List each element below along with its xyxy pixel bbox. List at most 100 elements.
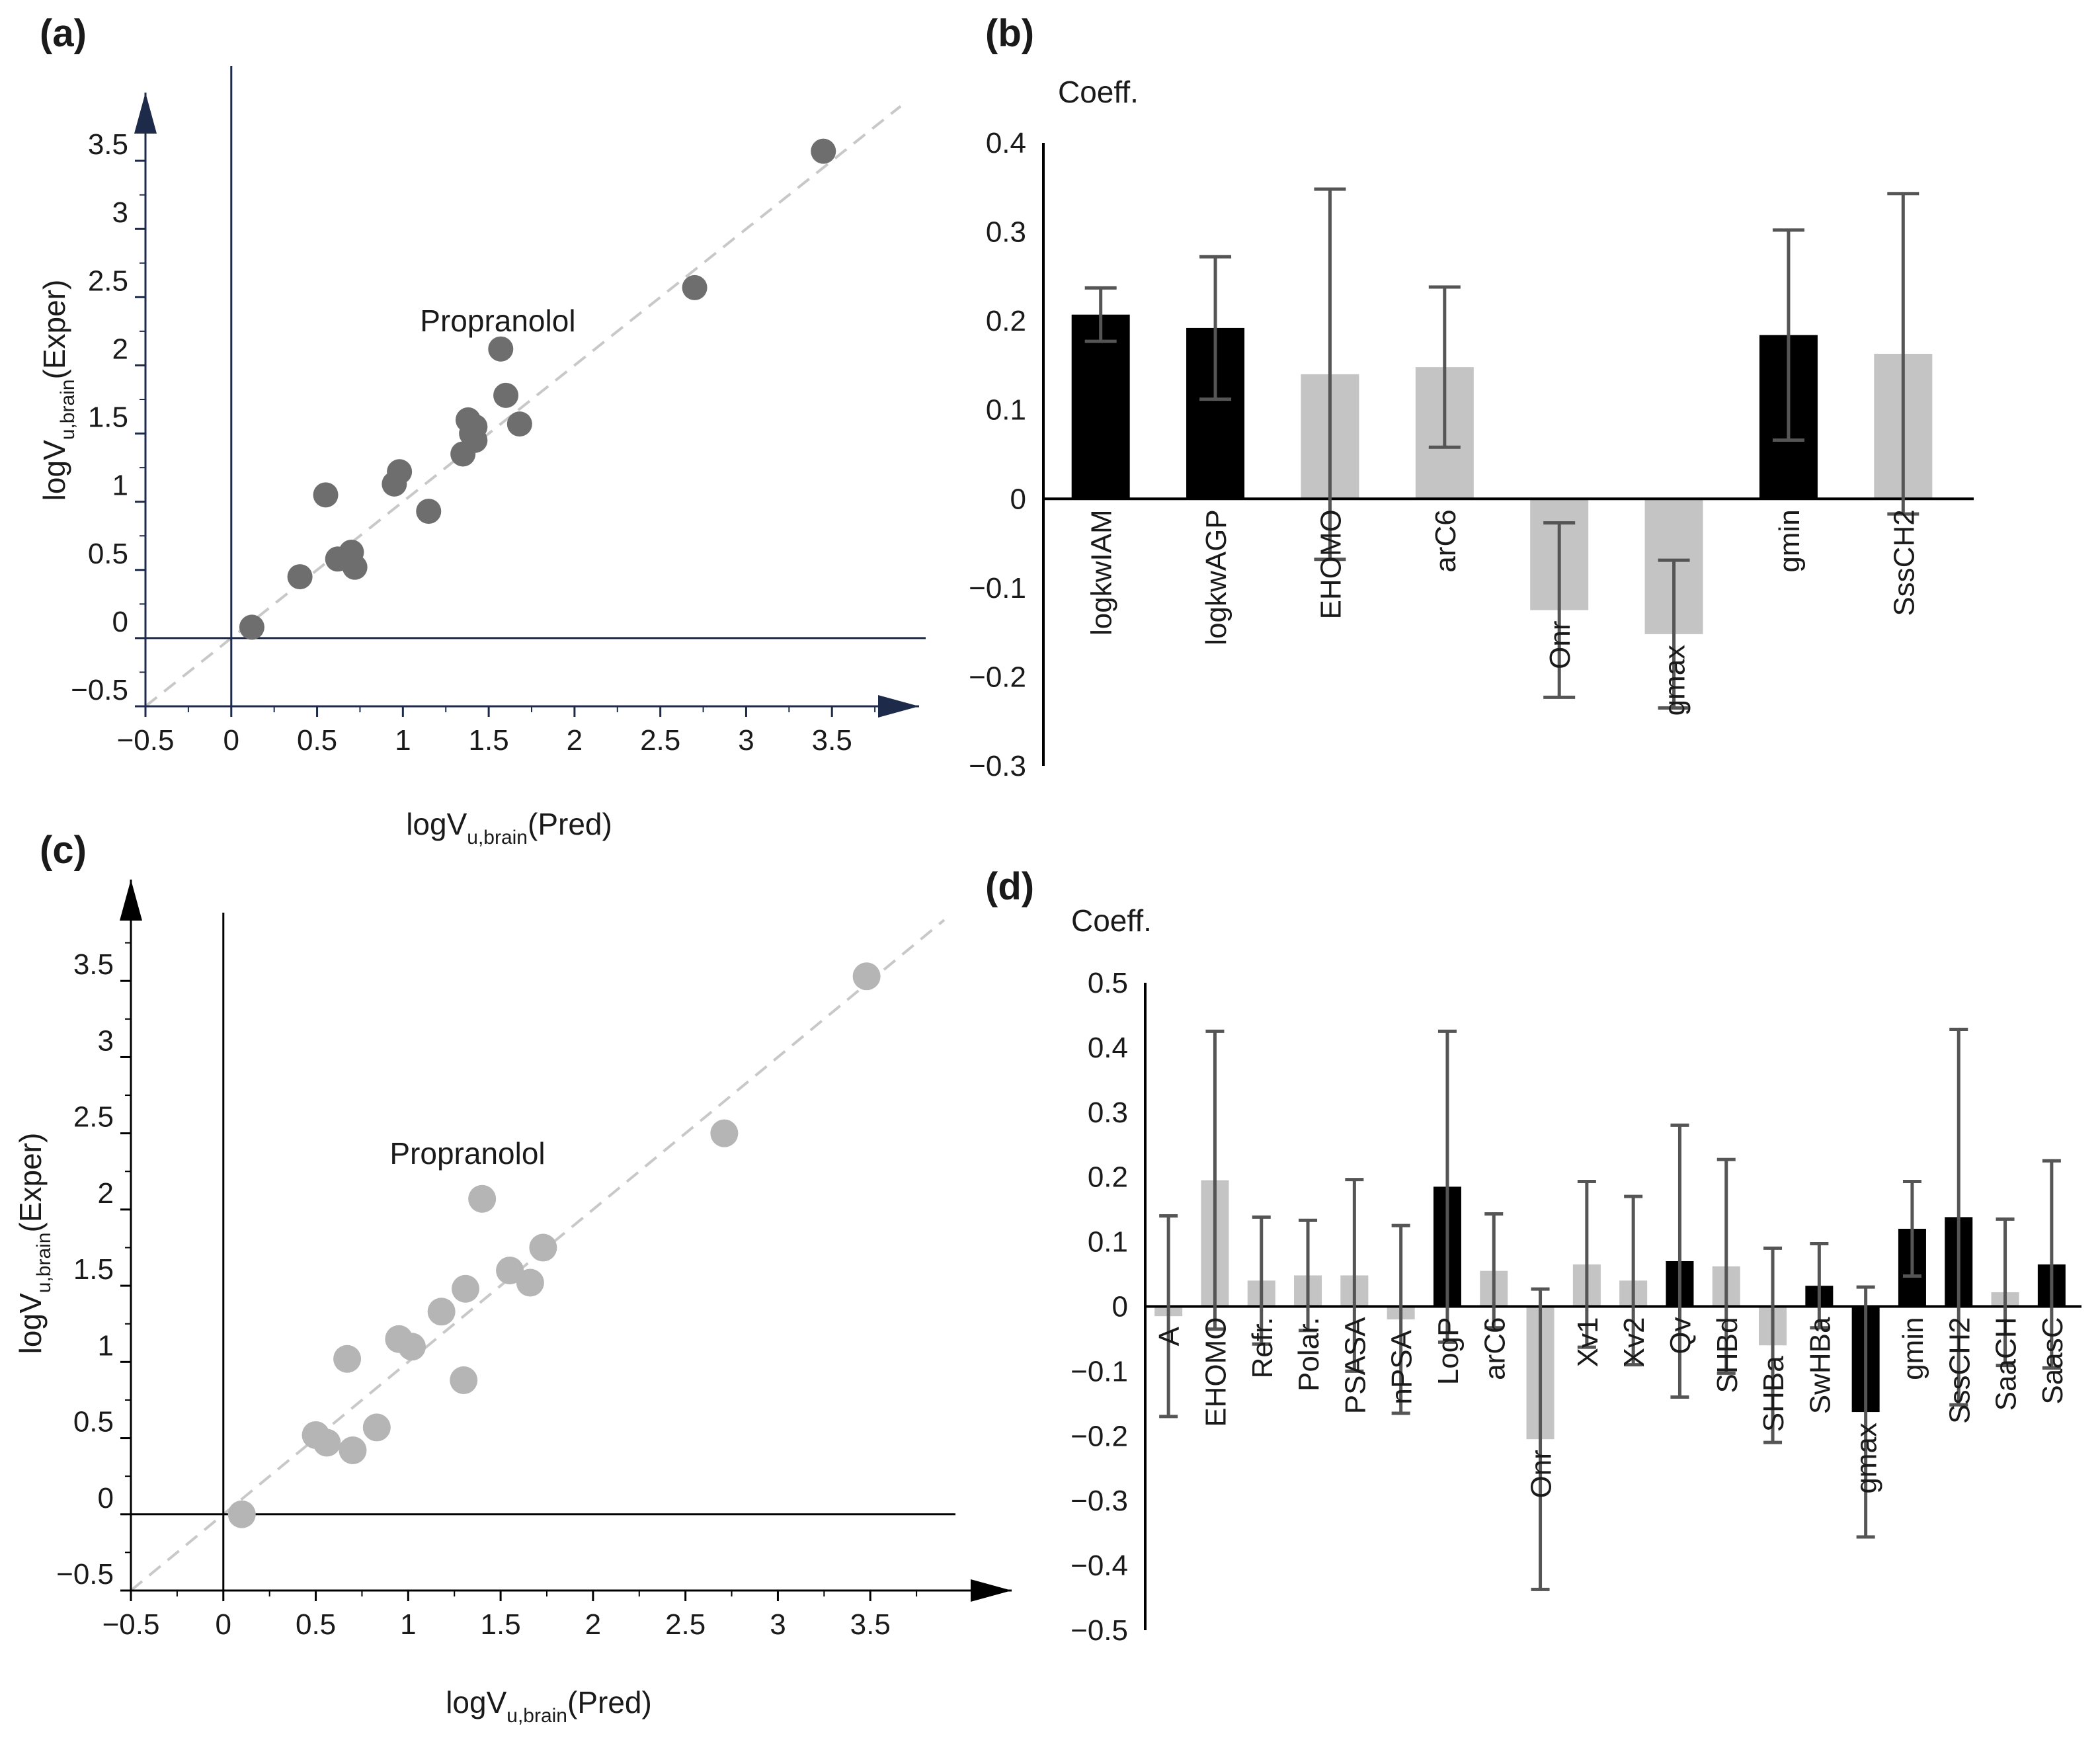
y-tick-label: −0.5: [1070, 1614, 1128, 1647]
panel-label: (d): [985, 865, 1034, 908]
data-point: [468, 1184, 497, 1213]
y-tick-label: −0.5: [71, 674, 128, 706]
category-label: logkwAGP: [1200, 509, 1232, 645]
category-label: gmax: [1659, 645, 1691, 716]
y-tick-label: 0: [112, 606, 128, 638]
y-tick-label: −0.5: [56, 1558, 114, 1591]
category-label: A: [1153, 1327, 1186, 1346]
panel-b-bar-chart: (b) Coeff. 0.4 0.3 0.2 0.1 0 −0.1 −0.2 −0.3 logkwI…: [969, 12, 1974, 782]
panel-a-scatter: (a) −0.5 0 0.5 1 1.5 2 2.5 3 3.5 −0.5 0 0.5 1 1.5 2 2.5 3…: [37, 12, 926, 848]
category-label: gmin: [1897, 1317, 1929, 1380]
y-tick-label: −0.1: [1070, 1355, 1128, 1387]
y-tick-label: 1.5: [73, 1253, 114, 1286]
x-tick-label: 2: [567, 724, 583, 757]
category-label: SaaCH: [1990, 1317, 2023, 1411]
data-point: [529, 1233, 557, 1262]
y-tick-label: −0.3: [1070, 1485, 1128, 1517]
y-axis-label-main: logV: [37, 440, 71, 501]
y-axis-label-tail: (Exper): [13, 1133, 48, 1233]
y-axis-label-sub: u,brain: [33, 1233, 55, 1294]
x-tick-label: 3: [738, 724, 754, 757]
category-label: SaasC: [2037, 1317, 2069, 1405]
category-label: gmax: [1851, 1423, 1883, 1494]
category-label: arC6: [1430, 509, 1462, 572]
data-point: [451, 1274, 479, 1303]
y-tick-label: 0.2: [986, 305, 1026, 337]
data-point: [682, 274, 707, 300]
x-tick-label: 0: [223, 724, 239, 757]
category-label: Refr.: [1246, 1317, 1279, 1379]
x-axis-label-tail: (Pred): [567, 1685, 652, 1719]
category-label: SwHBa: [1804, 1317, 1836, 1414]
y-tick-label: 2: [112, 333, 128, 365]
y-axis-title: Coeff.: [1071, 903, 1152, 938]
annotation-propranolol: Propranolol: [420, 304, 575, 338]
y-axis-arrow: [134, 93, 157, 134]
y-tick-label: 0: [98, 1482, 114, 1514]
y-tick-label: −0.2: [1070, 1420, 1128, 1452]
x-axis-label: logVu,brain(Pred): [446, 1685, 652, 1727]
x-tick-label: 2: [585, 1608, 601, 1641]
data-point: [811, 138, 836, 164]
x-axis-label-main: logV: [446, 1685, 506, 1719]
data-point: [852, 962, 881, 991]
y-axis-label-main: logV: [13, 1293, 48, 1354]
category-label: SHBa: [1757, 1356, 1790, 1432]
category-label: EHOMO: [1314, 509, 1347, 619]
x-axis-arrow: [878, 695, 919, 718]
y-tick-label: 0: [1112, 1291, 1128, 1323]
y-tick-label: 0: [1010, 483, 1026, 515]
data-point: [710, 1119, 739, 1147]
y-tick-label: −0.3: [969, 750, 1026, 782]
data-point: [516, 1268, 544, 1297]
panel-label: (c): [40, 829, 87, 872]
category-label: EHOMO: [1199, 1317, 1232, 1427]
y-axis-title: Coeff.: [1058, 75, 1139, 109]
data-point: [506, 411, 532, 437]
annotation-propranolol: Propranolol: [389, 1136, 545, 1171]
data-point: [339, 1436, 367, 1464]
category-label: Qv: [1664, 1317, 1697, 1354]
data-point: [239, 614, 264, 640]
data-point: [488, 336, 514, 362]
x-axis-arrow: [971, 1579, 1012, 1602]
y-tick-label: 3: [98, 1024, 114, 1057]
x-tick-label: 3.5: [850, 1608, 891, 1641]
category-label: LogP: [1432, 1317, 1465, 1386]
x-axis-label: logVu,brain(Pred): [406, 807, 612, 848]
category-label: SHBd: [1711, 1317, 1744, 1393]
x-axis-label-sub: u,brain: [467, 827, 528, 848]
y-axis-label-tail: (Exper): [37, 280, 71, 380]
bar: [1071, 314, 1130, 499]
x-tick-label: 3: [770, 1608, 786, 1641]
category-label: SssCH2: [1943, 1317, 1976, 1424]
data-point: [450, 1366, 478, 1394]
data-point: [333, 1345, 362, 1373]
y-tick-label: 0.5: [88, 538, 128, 570]
data-point: [313, 482, 339, 508]
y-tick-label: 3.5: [88, 128, 128, 161]
y-tick-label: 2.5: [88, 265, 128, 297]
y-tick-label: 0.4: [1088, 1032, 1128, 1064]
y-tick-label: 0.2: [1088, 1161, 1128, 1194]
category-label: Onr: [1544, 621, 1576, 669]
panel-label: (a): [40, 12, 87, 55]
category-label: Xv1: [1572, 1317, 1604, 1368]
y-axis-label-sub: u,brain: [57, 380, 79, 440]
data-point: [427, 1298, 456, 1326]
category-label: logkwIAM: [1086, 509, 1118, 636]
y-axis-label: logVu,brain(Exper): [13, 1133, 55, 1354]
x-tick-label: 1.5: [469, 724, 509, 757]
x-tick-label: 2.5: [640, 724, 680, 757]
x-axis-label-main: logV: [406, 807, 467, 841]
data-point: [387, 459, 413, 485]
y-tick-label: 0.1: [986, 394, 1026, 427]
category-label: nPSA: [1386, 1329, 1418, 1404]
x-tick-label: 2.5: [665, 1608, 706, 1641]
data-point: [362, 1413, 391, 1442]
y-axis-label: logVu,brain(Exper): [37, 280, 79, 501]
y-axis-arrow: [120, 880, 142, 921]
data-point: [287, 564, 313, 590]
y-tick-label: 0.3: [1088, 1097, 1128, 1129]
